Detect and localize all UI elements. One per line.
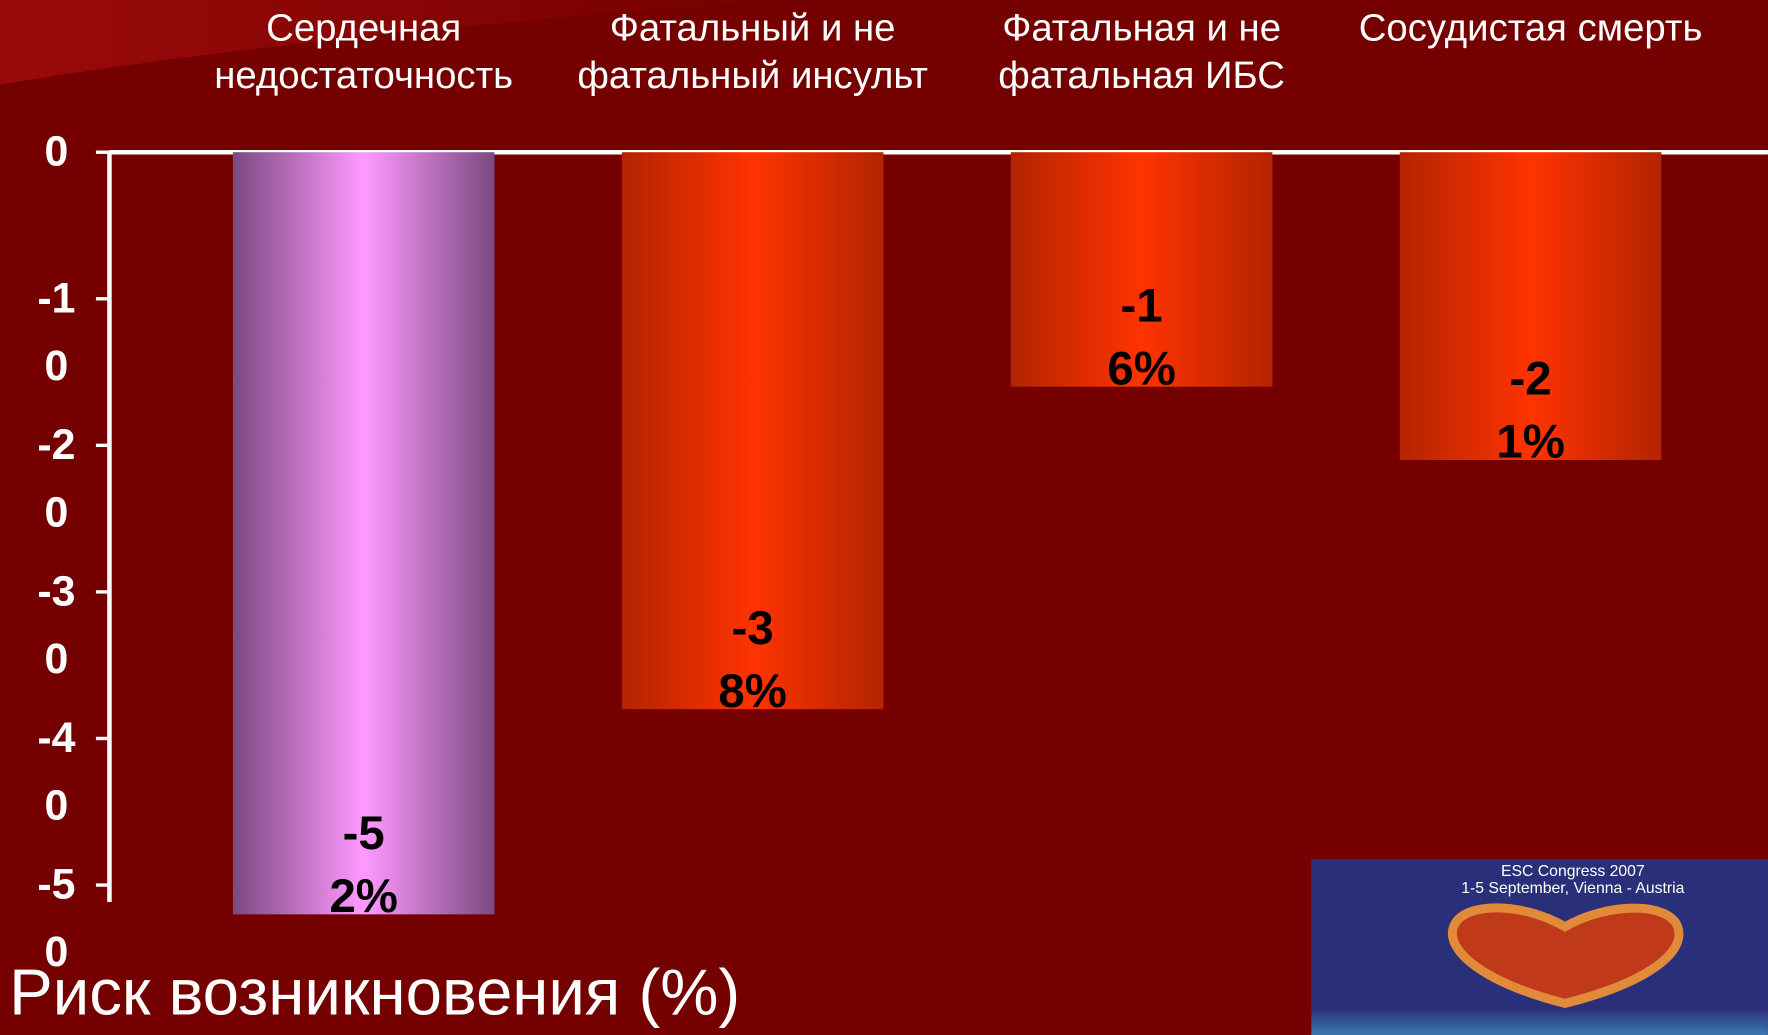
y-axis-label: Риск возникновения (%) (9, 956, 740, 1029)
x-tick-label: Фатальный и не фатальный инсульт (555, 5, 950, 100)
y-tick-label: -40 (28, 705, 84, 840)
slide: 0-10-20-30-40-50Сердечная недостаточност… (0, 0, 1768, 1035)
value-label-box: -52% (285, 802, 443, 937)
bar (233, 152, 495, 914)
y-tick-label-box: -10 (28, 265, 84, 412)
x-tick-label-box: Сосудистая смерть (1333, 5, 1728, 106)
y-tick-label-box: -20 (28, 412, 84, 559)
y-tick-label-box: -40 (28, 705, 84, 852)
x-tick-label: Сосудистая смерть (1333, 5, 1728, 52)
y-tick-label-box: -30 (28, 558, 84, 705)
x-tick-label-box: Фатальная и не фатальная ИБС (944, 5, 1339, 106)
y-tick-label: -10 (28, 265, 84, 400)
page: 0-10-20-30-40-50Сердечная недостаточност… (0, 0, 1768, 1035)
value-label: -16% (1091, 274, 1192, 400)
y-tick-label: -20 (28, 412, 84, 547)
value-label-box: -38% (674, 596, 832, 731)
x-tick-label-box: Сердечная недостаточность (166, 5, 561, 106)
x-tick-label: Фатальная и не фатальная ИБС (944, 5, 1339, 100)
y-tick-label-box: 0 (28, 118, 84, 265)
x-tick-label: Сердечная недостаточность (166, 5, 561, 100)
x-tick-label-box: Фатальный и не фатальный инсульт (555, 5, 950, 106)
y-tick-label: 0 (28, 118, 84, 186)
value-label-box: -16% (1063, 274, 1221, 409)
logo-text: 1-5 September, Vienna - Austria (1461, 880, 1684, 897)
value-label: -52% (313, 802, 414, 928)
logo-text: ESC Congress 2007 (1501, 863, 1645, 880)
y-tick-label: -30 (28, 558, 84, 693)
value-label-box: -21% (1452, 347, 1610, 482)
logo: ESC Congress 2007 1-5 September, Vienna … (1311, 859, 1768, 1035)
value-label: -38% (702, 596, 803, 722)
value-label: -21% (1480, 347, 1581, 473)
